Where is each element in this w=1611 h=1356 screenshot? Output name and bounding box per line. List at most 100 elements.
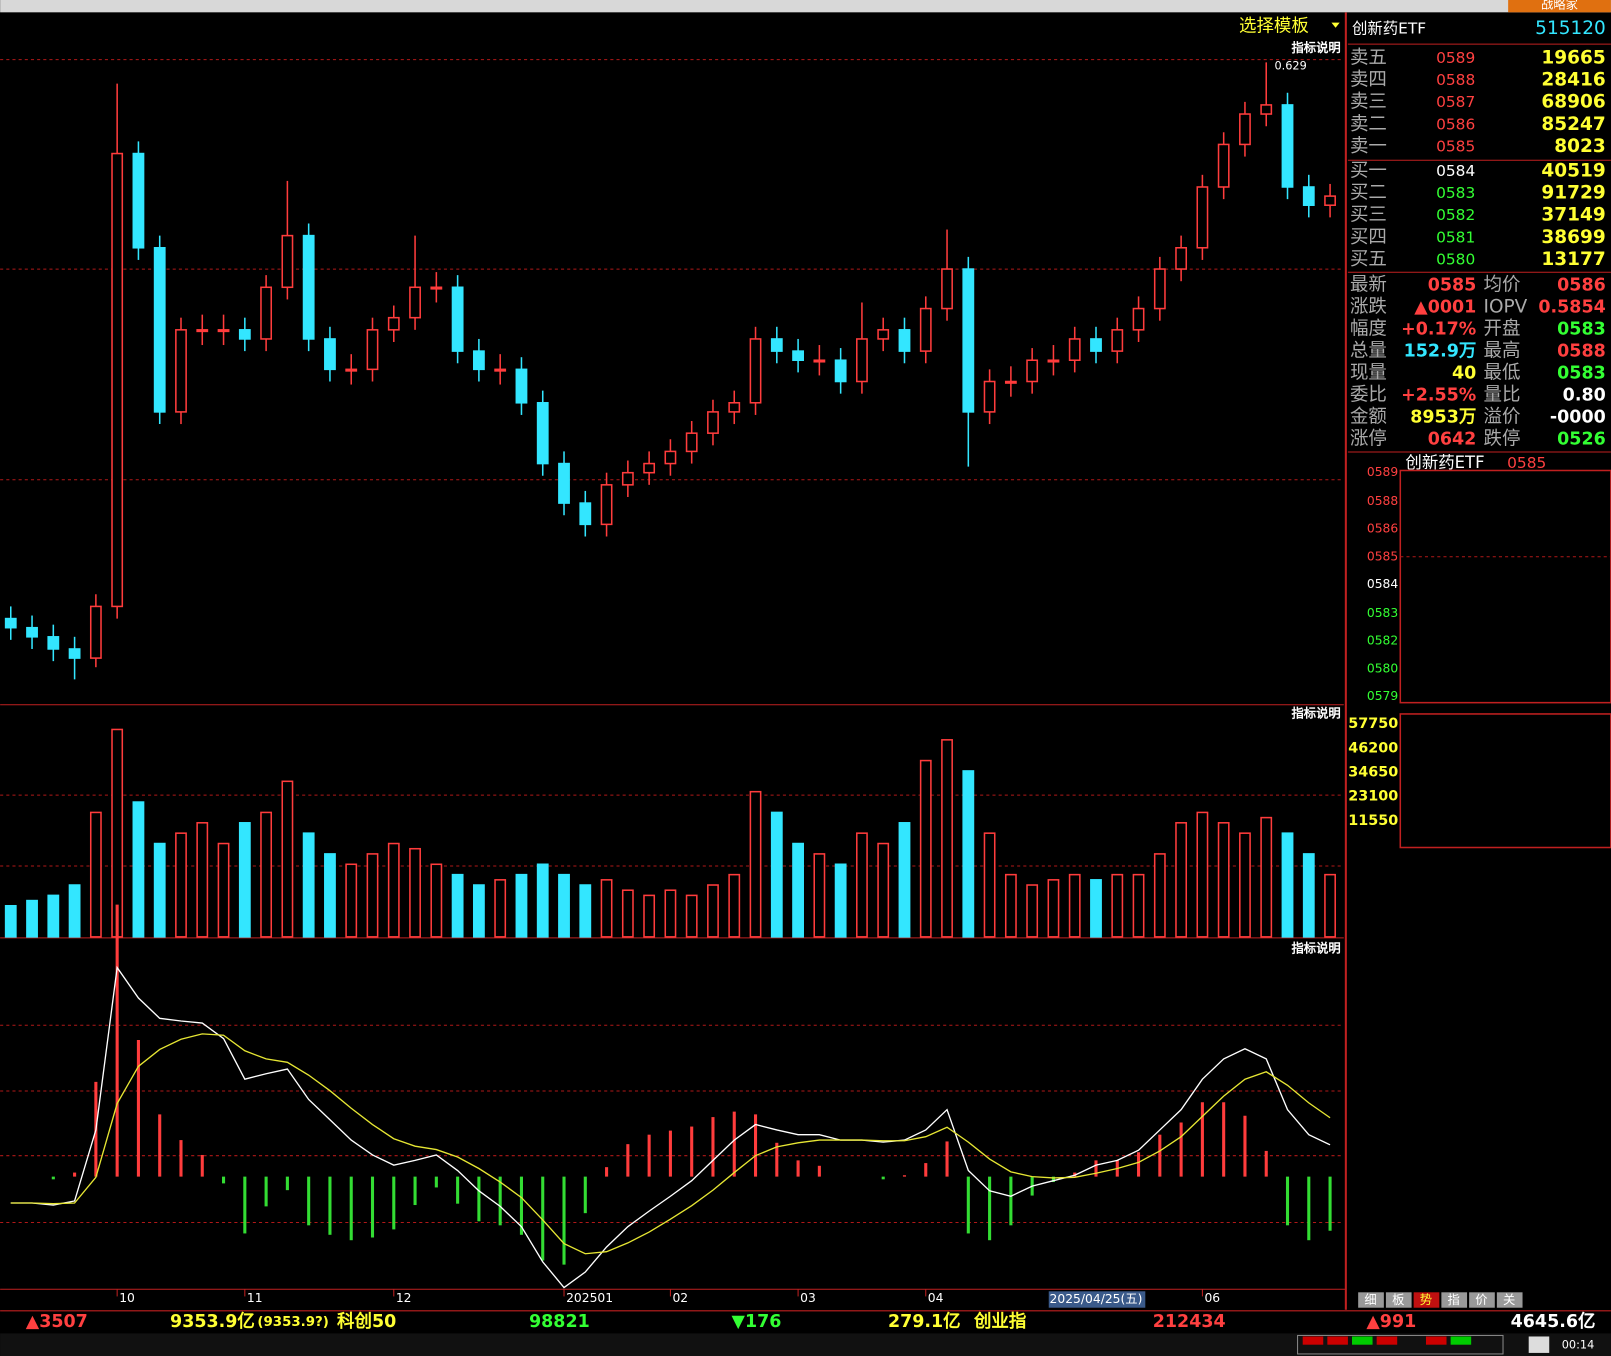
volume-bar (260, 811, 273, 938)
order-label: 买五 (1350, 249, 1387, 270)
volume-bar (579, 884, 592, 938)
security-name: 创新药ETF (1352, 19, 1426, 37)
status-item: 212434 (1153, 1312, 1226, 1332)
candle-body (409, 286, 421, 319)
volume-bar (1260, 816, 1273, 938)
intraday-frame (1399, 469, 1611, 704)
order-volume: 85247 (1541, 114, 1605, 135)
volume-bar (217, 842, 230, 938)
status-item: 4645.6亿 (1511, 1311, 1596, 1332)
intraday-price: 0585 (1507, 454, 1546, 472)
stat-value: 0583 (1557, 364, 1606, 384)
order-label: 买四 (1350, 227, 1387, 248)
high-label: 0.629 (1274, 59, 1306, 72)
order-volume: 28416 (1541, 70, 1605, 91)
candle-body (898, 329, 911, 352)
candle-body (111, 152, 124, 608)
tab[interactable] (1469, 1292, 1495, 1308)
stat-value: 8953万 (1410, 407, 1476, 427)
candle-body (749, 338, 762, 404)
indicator-note[interactable]: 指标说明 (1291, 40, 1340, 55)
tray-icon[interactable] (1528, 1336, 1550, 1353)
tray-block (1450, 1336, 1472, 1345)
indicator-note[interactable]: 指标说明 (1291, 941, 1340, 956)
intraday-volume-tick: 11550 (1348, 813, 1398, 829)
tab[interactable] (1496, 1292, 1523, 1308)
candle-body (664, 450, 677, 465)
candle-body (1324, 195, 1336, 206)
stat-label: 均价 (1484, 275, 1521, 296)
candle-body (536, 402, 549, 465)
stat-value: +2.55% (1401, 386, 1476, 406)
stat-label: 金额 (1350, 406, 1387, 427)
tab-label[interactable]: 关 (1503, 1293, 1515, 1307)
volume-bar (558, 873, 570, 938)
order-price: 0583 (1436, 184, 1475, 202)
tab[interactable] (1413, 1292, 1440, 1308)
status-item: 279.1亿 (888, 1311, 961, 1332)
tab[interactable] (1385, 1292, 1412, 1308)
dropdown-arrow[interactable] (1331, 22, 1340, 28)
intraday-tick: 0584 (1367, 577, 1399, 591)
order-label: 卖四 (1350, 70, 1387, 91)
stat-label: IOPV (1484, 297, 1528, 318)
volume-bar (89, 811, 102, 938)
brand-box (1508, 0, 1611, 13)
candle-body (983, 380, 996, 413)
volume-bar (366, 853, 379, 938)
candle-body (579, 502, 592, 526)
tab-label[interactable]: 指 (1448, 1292, 1460, 1307)
tab-label[interactable]: 价 (1475, 1293, 1487, 1307)
order-label: 卖一 (1350, 136, 1387, 157)
stat-label: 委比 (1350, 385, 1387, 406)
indicator-note[interactable]: 指标说明 (1291, 705, 1340, 720)
candle-body (600, 484, 613, 526)
candle-body (345, 368, 358, 372)
volume-bar (898, 822, 911, 938)
tab-label[interactable]: 势 (1420, 1293, 1432, 1307)
candle-body (430, 286, 443, 290)
order-price: 0586 (1436, 115, 1475, 133)
order-label: 买三 (1350, 205, 1387, 226)
intraday-tick: 0589 (1367, 465, 1398, 479)
order-price: 0580 (1436, 250, 1475, 268)
candle-body (1068, 338, 1081, 361)
tab-label[interactable]: 细 (1364, 1293, 1376, 1307)
candle-body (1004, 380, 1017, 384)
volume-bar (4, 904, 17, 938)
candle-body (153, 247, 166, 413)
candle-body (1281, 104, 1294, 188)
candle-body (217, 329, 230, 333)
stat-value: 152.9万 (1404, 342, 1477, 362)
volume-bar (728, 873, 741, 938)
volume-bar (621, 889, 634, 938)
intraday-volume-tick: 34650 (1348, 765, 1398, 781)
candle-body (1175, 247, 1188, 270)
tab[interactable] (1358, 1292, 1384, 1308)
volume-bar (132, 801, 145, 938)
order-label: 卖五 (1350, 48, 1387, 69)
candle-body (1153, 268, 1166, 310)
order-price: 0587 (1436, 93, 1475, 111)
stat-label: 量比 (1484, 385, 1521, 406)
volume-bar (1175, 822, 1188, 938)
order-label: 卖二 (1350, 114, 1387, 135)
date-label: 10 (119, 1291, 135, 1305)
volume-bar (387, 842, 400, 938)
status-item: ▼176 (732, 1312, 782, 1332)
candle-body (132, 152, 145, 249)
candle-body (685, 432, 698, 453)
intraday-title: 创新药ETF (1405, 453, 1484, 472)
template-button[interactable]: 选择模板 (1239, 17, 1309, 37)
order-volume: 19665 (1541, 48, 1605, 69)
tab-label[interactable]: 板 (1392, 1293, 1404, 1307)
tab[interactable] (1441, 1292, 1468, 1308)
candle-body (1239, 113, 1251, 146)
candle-body (643, 462, 656, 474)
volume-bar (324, 853, 336, 938)
stat-value: 0642 (1428, 429, 1477, 449)
tray-block (1302, 1336, 1324, 1345)
stat-label: 涨跌 (1350, 297, 1387, 318)
volume-bar (26, 899, 38, 938)
volume-bar (941, 739, 953, 938)
